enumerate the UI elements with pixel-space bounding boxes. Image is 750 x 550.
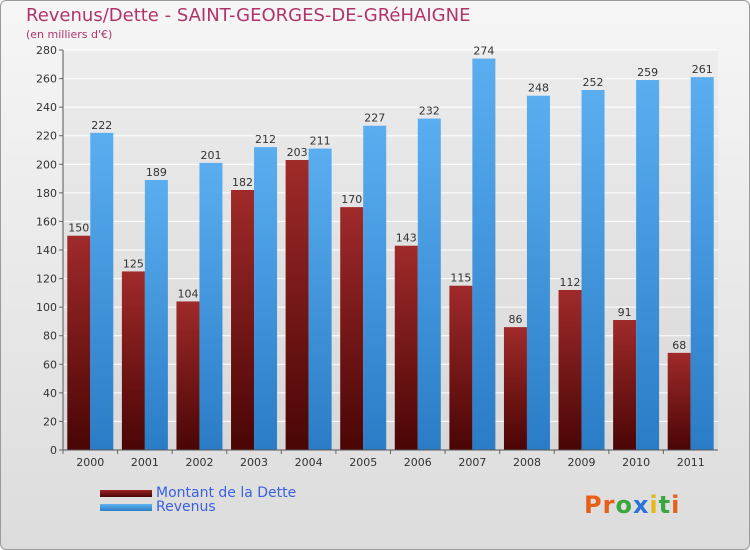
y-tick-label: 280 [36,44,57,57]
bar-dette [667,352,691,450]
bar-dette [176,301,200,450]
data-label-revenus: 259 [637,66,658,79]
legend-item-revenus: Revenus [100,499,296,515]
bar-dette [340,207,364,450]
data-label-dette: 143 [396,232,417,245]
bar-revenus [581,90,605,450]
bar-revenus [690,77,714,451]
y-tick-label: 180 [36,187,57,200]
data-label-revenus: 248 [528,82,549,95]
data-label-dette: 170 [341,193,362,206]
bar-revenus [526,95,550,450]
bar-dette [67,235,91,450]
y-tick-label: 100 [36,301,57,314]
bar-revenus [363,125,387,450]
bar-revenus [144,180,168,450]
data-label-dette: 112 [560,276,581,289]
bar-dette [285,160,309,450]
y-tick-label: 40 [43,387,57,400]
y-tick-label: 220 [36,130,57,143]
y-tick-label: 80 [43,330,57,343]
data-label-dette: 150 [68,222,89,235]
data-label-dette: 68 [672,339,686,352]
legend-item-dette: Montant de la Dette [100,485,297,501]
legend-swatch-dette [100,489,152,497]
chart-subtitle: (en milliers d'€) [26,28,113,41]
logo-letter: r [602,491,616,519]
y-tick-label: 60 [43,358,57,371]
bar-revenus [417,118,441,451]
bar-dette [503,327,527,450]
x-tick-label: 2001 [131,456,159,469]
data-label-revenus: 274 [473,45,494,58]
y-tick-label: 0 [50,444,57,457]
data-label-revenus: 232 [419,105,440,118]
data-label-revenus: 252 [583,76,604,89]
logo-letter: x [632,491,650,519]
logo-letter: i [671,491,681,519]
data-label-dette: 125 [123,257,144,270]
x-tick-label: 2011 [677,456,705,469]
logo-letter: P [584,491,603,519]
x-tick-label: 2010 [622,456,650,469]
bar-dette [121,271,145,450]
bar-revenus [308,148,332,451]
legend-swatch-revenus [100,503,152,511]
y-tick-label: 260 [36,73,57,86]
data-label-revenus: 211 [310,135,331,148]
bar-revenus [90,132,114,450]
y-tick-label: 160 [36,215,57,228]
data-label-revenus: 212 [255,133,276,146]
x-tick-label: 2007 [458,456,486,469]
data-label-dette: 182 [232,176,253,189]
legend: Montant de la Dette Revenus [100,485,297,515]
data-label-dette: 203 [287,146,308,159]
legend-label-dette: Montant de la Dette [156,485,297,501]
data-label-dette: 86 [508,313,522,326]
bar-dette [394,245,418,450]
data-label-dette: 91 [618,306,632,319]
x-tick-label: 2005 [349,456,377,469]
bar-revenus [254,147,278,450]
data-label-dette: 104 [177,287,198,300]
x-tick-label: 2009 [568,456,596,469]
x-tick-label: 2008 [513,456,541,469]
bar-dette [449,285,473,450]
bar-dette [231,190,255,450]
bar-dette [558,290,582,450]
x-tick-label: 2000 [76,456,104,469]
logo-letter: t [658,491,672,519]
y-tick-label: 120 [36,273,57,286]
data-label-revenus: 189 [146,166,167,179]
y-tick-label: 240 [36,101,57,114]
data-label-revenus: 222 [91,119,112,132]
data-label-revenus: 227 [364,112,385,125]
x-tick-label: 2004 [295,456,323,469]
bar-revenus [636,80,660,450]
y-tick-label: 140 [36,244,57,257]
x-tick-label: 2003 [240,456,268,469]
y-tick-label: 200 [36,158,57,171]
data-label-dette: 115 [450,272,471,285]
proxiti-logo: Proxiti [584,491,680,519]
bar-revenus [199,162,223,450]
data-label-revenus: 201 [200,149,221,162]
legend-label-revenus: Revenus [156,499,216,515]
bar-revenus [472,58,496,450]
logo-letter: i [649,491,659,519]
y-tick-label: 20 [43,415,57,428]
data-label-revenus: 261 [692,63,713,76]
x-tick-label: 2006 [404,456,432,469]
x-tick-label: 2002 [185,456,213,469]
logo-letter: o [615,491,633,519]
bar-dette [613,320,637,450]
chart-title: Revenus/Dette - SAINT-GEORGES-DE-GRéHAIG… [26,5,471,26]
